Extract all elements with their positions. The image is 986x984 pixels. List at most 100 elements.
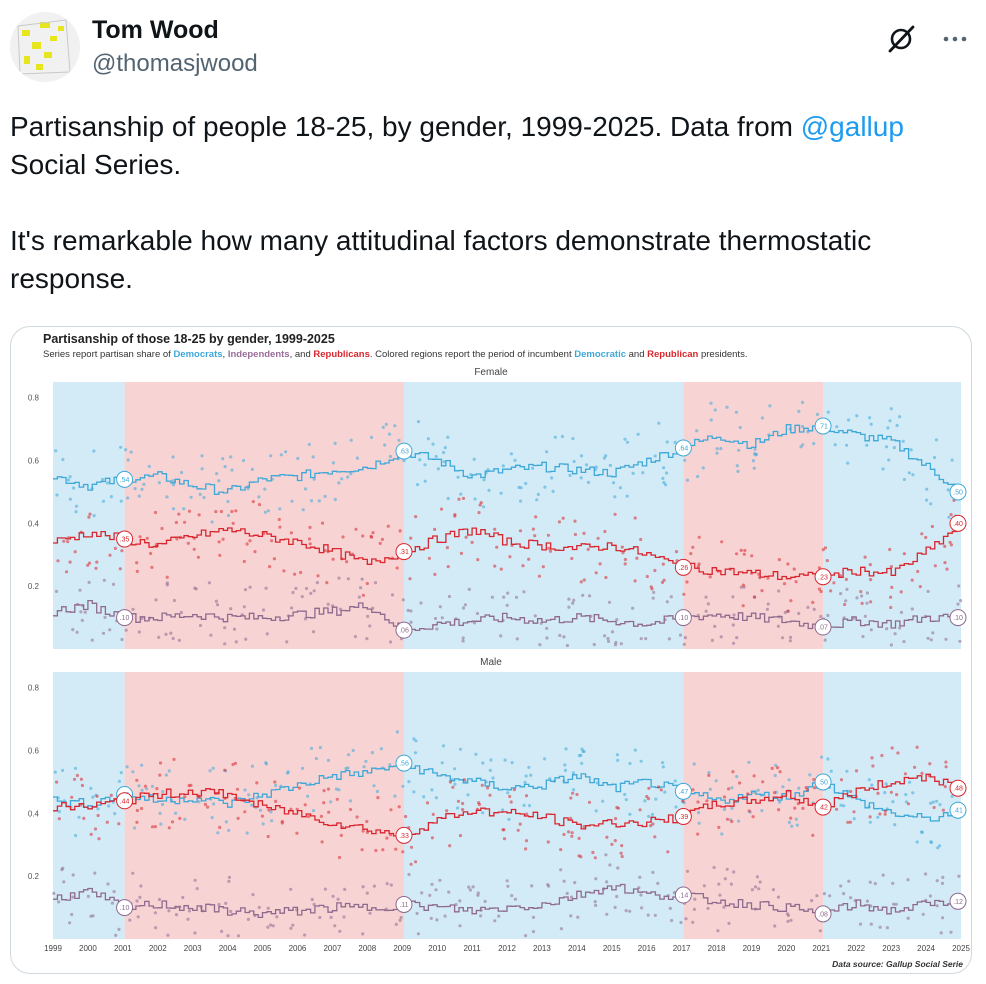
scatter-point-rep <box>376 796 380 800</box>
scatter-point-rep <box>786 609 790 613</box>
scatter-point-ind <box>447 594 451 599</box>
presidency-band-rep <box>124 382 404 649</box>
tweet-media-image[interactable]: Partisanship of those 18-25 by gender, 1… <box>10 326 972 974</box>
value-label-dem: .50 <box>818 779 828 786</box>
x-tick-label: 2013 <box>533 944 551 953</box>
scatter-point-dem <box>261 822 265 826</box>
scatter-point-ind <box>368 624 372 628</box>
scatter-point-dem <box>346 766 350 770</box>
scatter-point-ind <box>565 643 570 648</box>
scatter-point-rep <box>948 540 952 544</box>
presidency-band-dem <box>53 382 125 649</box>
scatter-point-dem <box>270 819 274 823</box>
scatter-point-ind <box>248 585 252 589</box>
scatter-point-rep <box>730 819 734 824</box>
scatter-point-dem <box>68 475 72 479</box>
scatter-point-ind <box>902 640 906 644</box>
scatter-point-dem <box>826 757 830 761</box>
scatter-point-rep <box>635 556 639 560</box>
scatter-point-dem <box>826 410 830 414</box>
scatter-point-dem <box>611 481 616 485</box>
scatter-point-rep <box>533 534 537 538</box>
scatter-point-rep <box>949 543 954 547</box>
scatter-point-dem <box>333 497 337 502</box>
scatter-point-dem <box>753 453 758 457</box>
scatter-point-rep <box>218 553 222 557</box>
scatter-point-dem <box>820 755 824 759</box>
scatter-point-ind <box>683 636 688 640</box>
scatter-point-rep <box>844 577 849 581</box>
scatter-point-dem <box>245 831 249 835</box>
scatter-point-ind <box>304 586 309 591</box>
value-label-dem: .47 <box>678 789 688 796</box>
scatter-point-rep <box>562 832 566 837</box>
scatter-point-rep <box>331 557 335 561</box>
scatter-point-ind <box>572 598 576 602</box>
scatter-point-dem <box>329 800 333 804</box>
scatter-point-rep <box>267 808 271 812</box>
scatter-point-dem <box>171 455 175 459</box>
scatter-point-rep <box>645 574 649 579</box>
scatter-point-rep <box>623 562 627 566</box>
scatter-point-ind <box>251 893 255 897</box>
scatter-point-ind <box>224 901 228 905</box>
x-tick-label: 2003 <box>184 944 202 953</box>
scatter-point-dem <box>466 793 470 797</box>
scatter-point-rep <box>320 840 324 844</box>
scatter-point-dem <box>211 766 215 770</box>
scatter-point-dem <box>719 447 723 451</box>
scatter-point-dem <box>318 745 322 750</box>
scatter-point-ind <box>619 642 623 646</box>
scatter-point-ind <box>458 899 462 903</box>
author-name[interactable]: Tom Wood <box>92 16 219 44</box>
scatter-point-rep <box>633 579 637 583</box>
value-badge-dem <box>949 801 967 819</box>
avatar[interactable] <box>10 12 80 82</box>
scatter-point-ind <box>842 892 846 896</box>
scatter-point-ind <box>337 576 341 580</box>
scatter-point-dem <box>946 488 950 492</box>
scatter-point-rep <box>906 802 911 806</box>
scatter-point-ind <box>592 642 596 647</box>
scatter-point-rep <box>150 565 154 569</box>
scatter-point-ind <box>873 882 877 886</box>
scatter-point-ind <box>893 632 897 636</box>
scatter-point-dem <box>501 464 505 468</box>
scatter-point-dem <box>101 499 106 503</box>
scatter-point-dem <box>183 817 187 821</box>
grok-slash-icon[interactable] <box>884 22 918 56</box>
scatter-point-rep <box>120 549 124 553</box>
scatter-point-dem <box>117 779 121 783</box>
scatter-point-dem <box>869 422 873 426</box>
scatter-point-ind <box>514 595 519 599</box>
scatter-point-rep <box>557 520 562 524</box>
value-badge-rep <box>674 807 692 825</box>
scatter-point-dem <box>697 811 701 815</box>
scatter-point-rep <box>649 824 653 828</box>
scatter-point-dem <box>250 764 254 768</box>
scatter-point-dem <box>393 794 397 798</box>
scatter-point-dem <box>487 488 491 492</box>
mention-link[interactable]: @gallup <box>800 111 904 142</box>
y-tick-label: 0.8 <box>28 394 40 403</box>
scatter-point-ind <box>935 904 939 908</box>
scatter-point-dem <box>633 748 637 752</box>
scatter-point-ind <box>891 881 895 886</box>
scatter-point-rep <box>335 797 339 801</box>
scatter-point-rep <box>446 565 450 569</box>
value-label-ind: .10 <box>120 615 130 622</box>
scatter-point-rep <box>743 548 747 553</box>
scatter-point-dem <box>486 468 490 472</box>
scatter-point-rep <box>792 567 796 571</box>
scatter-point-dem <box>312 477 316 481</box>
scatter-point-ind <box>139 884 143 888</box>
scatter-point-rep <box>817 566 822 570</box>
scatter-point-rep <box>86 563 90 567</box>
more-dots-icon[interactable] <box>938 22 972 56</box>
scatter-point-ind <box>704 595 708 599</box>
author-handle[interactable]: @thomasjwood <box>92 50 258 77</box>
scatter-point-rep <box>57 817 61 821</box>
scatter-point-rep <box>187 509 192 513</box>
scatter-point-rep <box>903 772 908 776</box>
scatter-point-dem <box>760 809 764 813</box>
